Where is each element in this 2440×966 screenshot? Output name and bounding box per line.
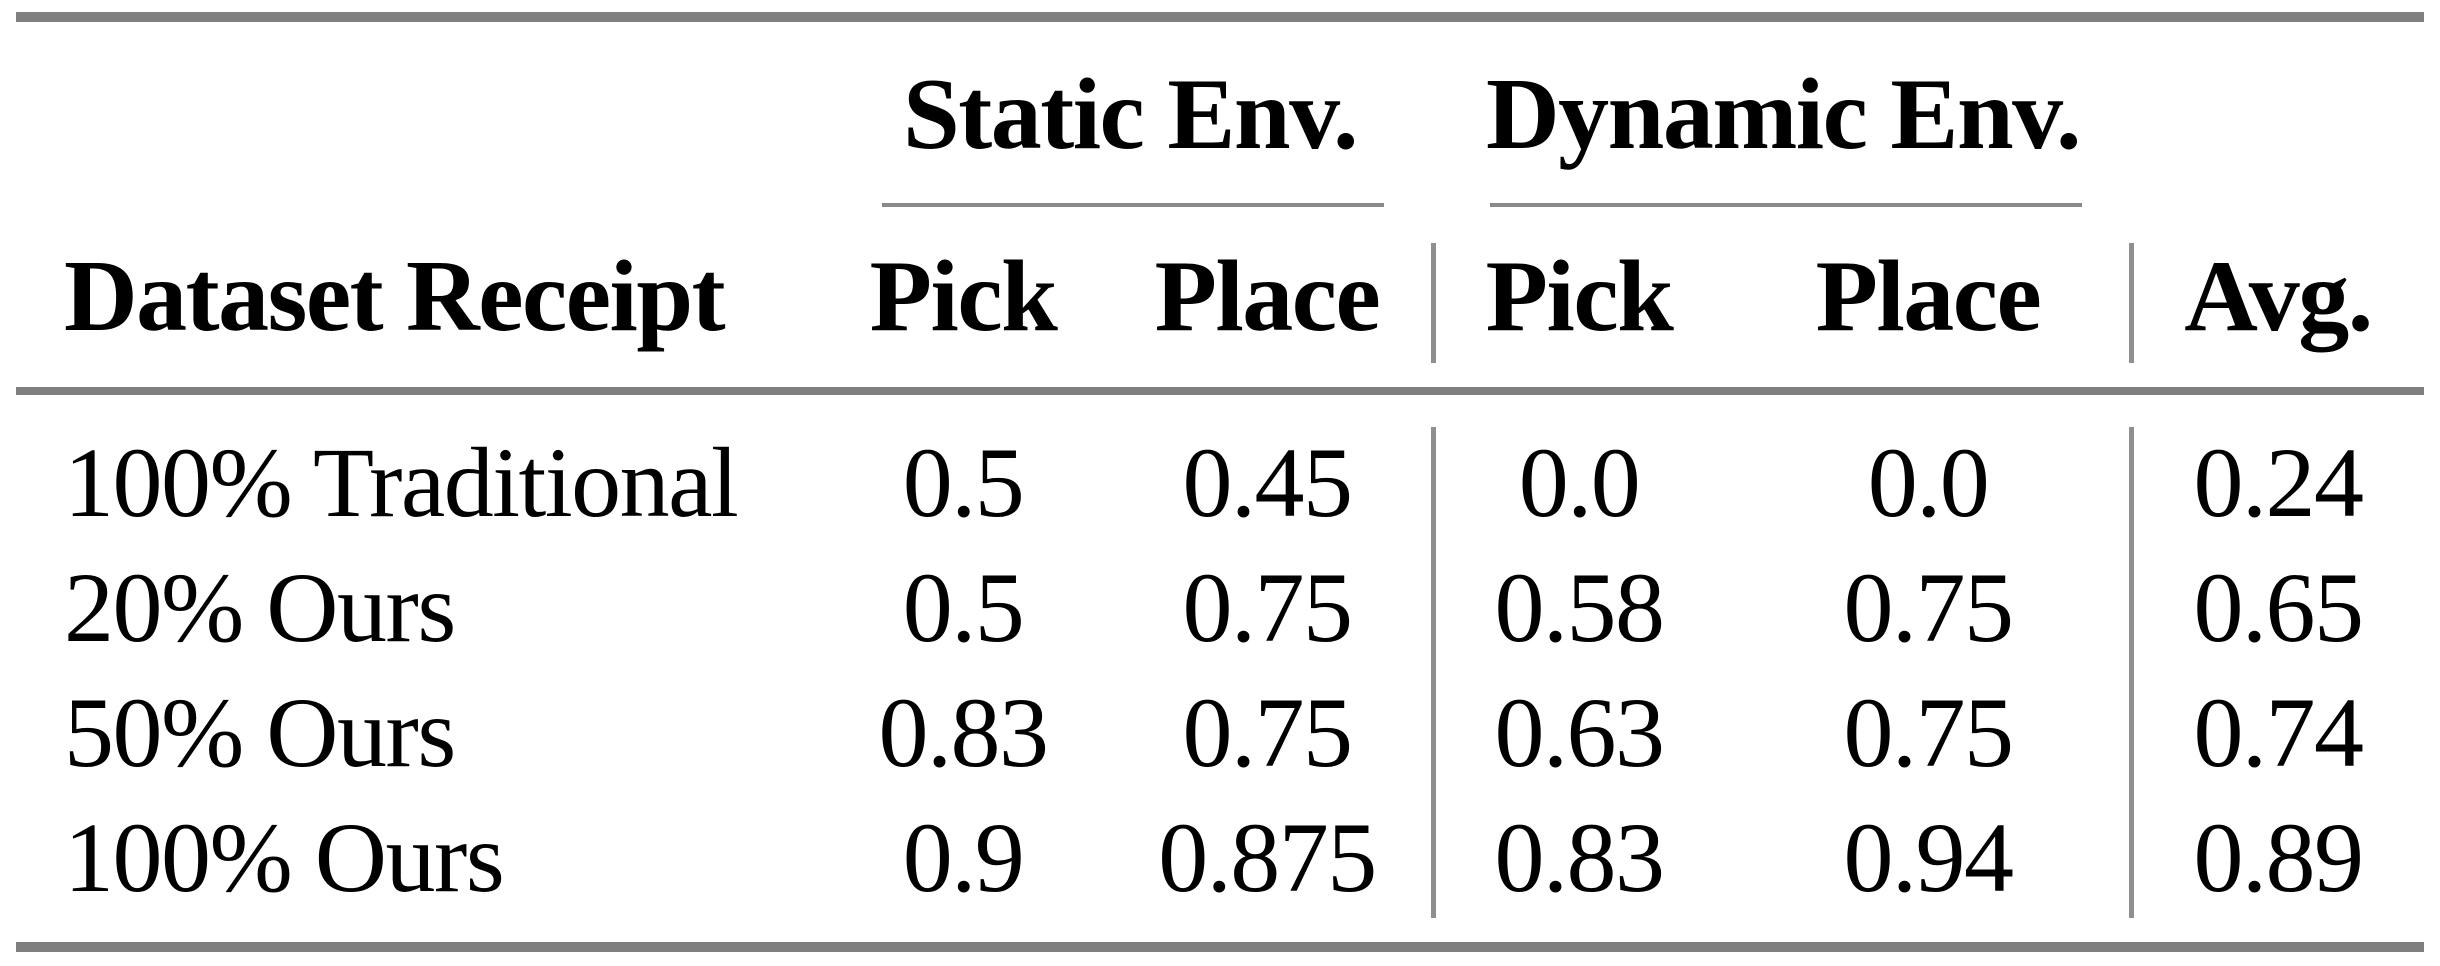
col-header-dynamic-pick: Pick — [1485, 240, 1674, 353]
cell-50-ours-dynamic-place: 0.75 — [1843, 676, 2015, 788]
cell-100-ours-dynamic-pick: 0.83 — [1494, 801, 1666, 913]
row-label-50-ours: 50% Ours — [64, 676, 456, 788]
cell-50-ours-static-pick: 0.83 — [878, 676, 1050, 788]
cell-20-ours-static-pick: 0.5 — [902, 551, 1025, 663]
cell-100-traditional-avg: 0.24 — [2193, 426, 2365, 538]
dynamic-env-underline — [1490, 203, 2082, 207]
cell-100-ours-avg: 0.89 — [2193, 801, 2365, 913]
cell-100-ours-dynamic-place: 0.94 — [1843, 801, 2015, 913]
cell-20-ours-dynamic-pick: 0.58 — [1494, 551, 1666, 663]
group-header-dynamic-env-label: Dynamic Env. — [1485, 57, 2082, 171]
column-separator-dynamic-avg-body — [2129, 427, 2134, 918]
column-separator-static-dynamic-header — [1431, 243, 1436, 363]
cell-100-ours-static-pick: 0.9 — [902, 801, 1025, 913]
cell-20-ours-dynamic-place: 0.75 — [1843, 551, 2015, 663]
cell-100-traditional-dynamic-place: 0.0 — [1867, 426, 1990, 538]
col-header-dynamic-place: Place — [1815, 240, 2042, 353]
cell-20-ours-static-place: 0.75 — [1182, 551, 1354, 663]
column-separator-static-dynamic-body — [1431, 427, 1436, 918]
group-header-dynamic-env: Dynamic Env. — [1434, 22, 2132, 207]
col-header-avg: Avg. — [2184, 240, 2373, 353]
table-top-rule — [16, 12, 2424, 22]
table-bottom-rule — [16, 942, 2424, 952]
table-header-rule — [16, 387, 2424, 395]
cell-50-ours-avg: 0.74 — [2193, 676, 2365, 788]
cell-100-ours-static-place: 0.875 — [1158, 801, 1377, 913]
cell-100-traditional-dynamic-pick: 0.0 — [1518, 426, 1641, 538]
group-header-static-env-label: Static Env. — [903, 57, 1358, 171]
column-separator-dynamic-avg-header — [2129, 243, 2134, 363]
row-label-100-ours: 100% Ours — [64, 801, 505, 913]
row-label-100-traditional: 100% Traditional — [64, 426, 739, 538]
cell-50-ours-dynamic-pick: 0.63 — [1494, 676, 1666, 788]
cell-50-ours-static-place: 0.75 — [1182, 676, 1354, 788]
row-label-20-ours: 20% Ours — [64, 551, 456, 663]
col-header-static-place: Place — [1154, 240, 1381, 353]
group-header-static-env: Static Env. — [826, 22, 1434, 207]
static-env-underline — [882, 203, 1384, 207]
results-table: Static Env. Dynamic Env. Dataset Receipt… — [16, 0, 2424, 966]
cell-100-traditional-static-place: 0.45 — [1182, 426, 1354, 538]
cell-20-ours-avg: 0.65 — [2193, 551, 2365, 663]
col-header-dataset-receipt: Dataset Receipt — [64, 240, 726, 353]
col-header-static-pick: Pick — [869, 240, 1058, 353]
cell-100-traditional-static-pick: 0.5 — [902, 426, 1025, 538]
